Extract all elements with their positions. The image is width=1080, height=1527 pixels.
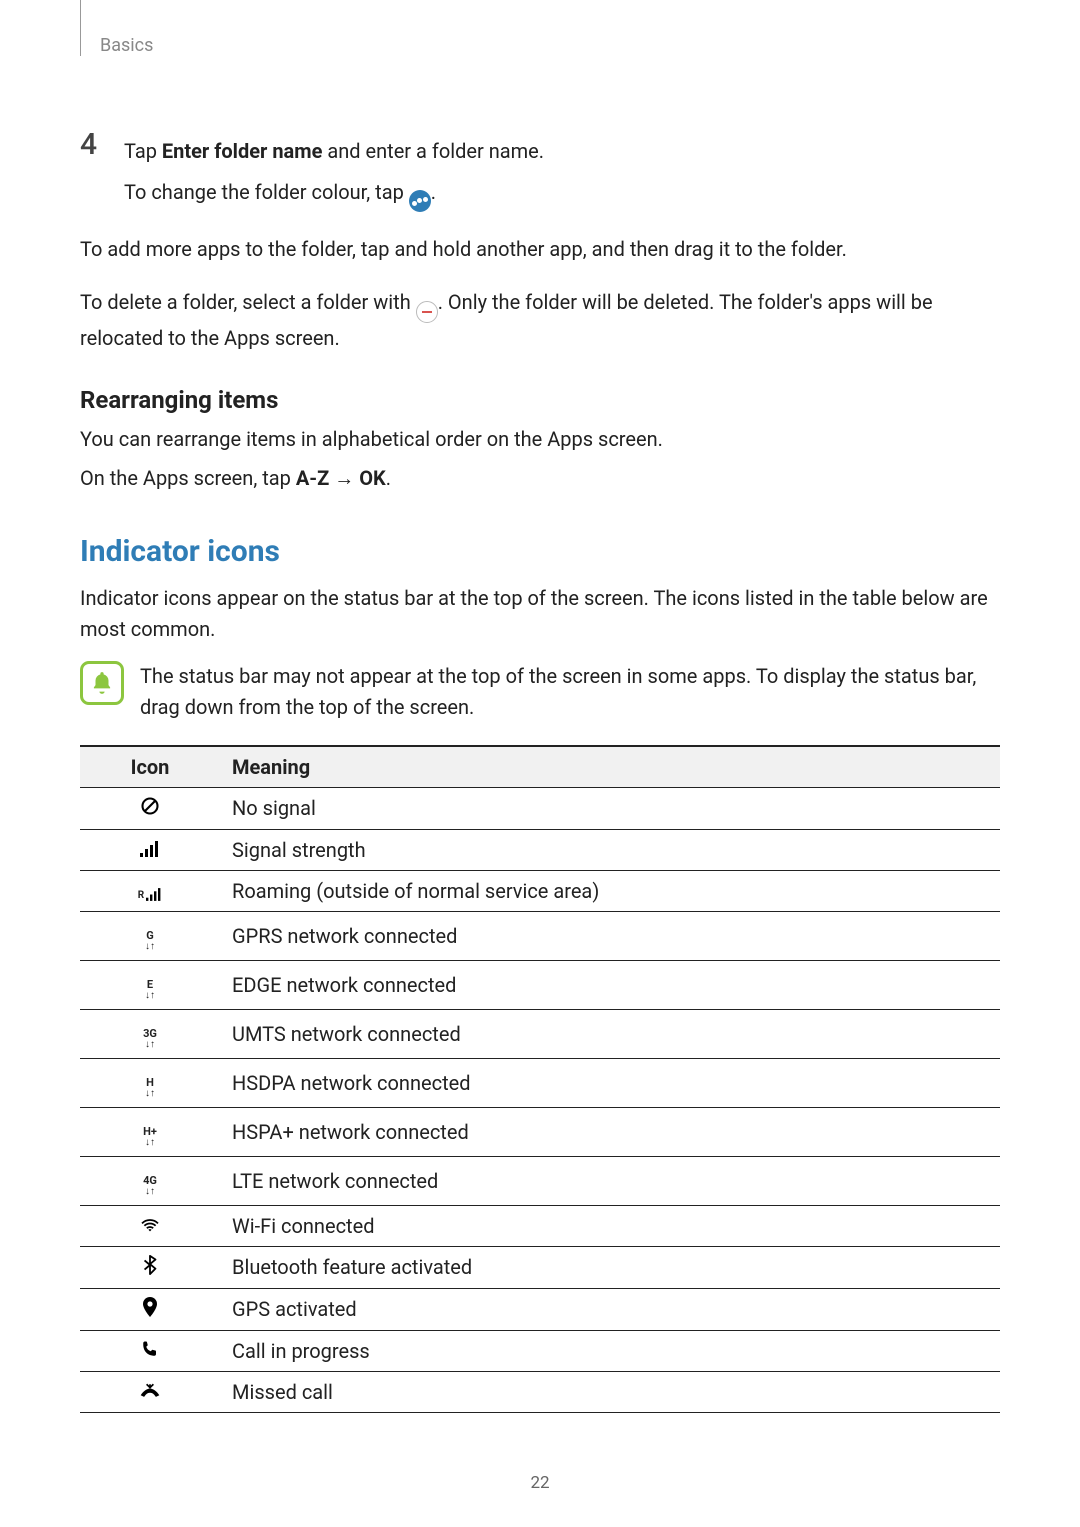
table-row: H↓↑HSDPA network connected: [80, 1058, 1000, 1107]
table-row: H+↓↑HSPA+ network connected: [80, 1107, 1000, 1156]
table-row: GPS activated: [80, 1288, 1000, 1330]
meaning-cell: Signal strength: [220, 829, 1000, 870]
status-icon-bluetooth: [80, 1246, 220, 1288]
meaning-cell: Bluetooth feature activated: [220, 1246, 1000, 1288]
step1-bold: Enter folder name: [162, 139, 322, 163]
th-meaning: Meaning: [220, 746, 1000, 788]
r-p2-arrow: →: [329, 466, 359, 490]
note-box: The status bar may not appear at the top…: [80, 661, 1000, 723]
indicator-table: Icon Meaning No signalSignal strengthRRo…: [80, 745, 1000, 1413]
delete-pre: To delete a folder, select a folder with: [80, 290, 416, 314]
table-row: Missed call: [80, 1371, 1000, 1412]
meaning-cell: UMTS network connected: [220, 1009, 1000, 1058]
meaning-cell: GPRS network connected: [220, 911, 1000, 960]
table-row: G↓↑GPRS network connected: [80, 911, 1000, 960]
note-bell-icon: [80, 661, 124, 705]
section-header: Basics: [100, 35, 153, 56]
status-icon-net-H: H↓↑: [80, 1058, 220, 1107]
header-rule: [80, 0, 84, 56]
status-icon-missed: [80, 1371, 220, 1412]
status-icon-net-G: G↓↑: [80, 911, 220, 960]
rearranging-p1: You can rearrange items in alphabetical …: [80, 424, 1000, 455]
heading-indicator-icons: Indicator icons: [80, 534, 1000, 569]
table-row: Bluetooth feature activated: [80, 1246, 1000, 1288]
step-line-1: Tap Enter folder name and enter a folder…: [124, 136, 1000, 167]
table-row: Wi-Fi connected: [80, 1205, 1000, 1246]
r-p2-pre: On the Apps screen, tap: [80, 466, 296, 490]
status-icon-no-signal: [80, 787, 220, 829]
step2-pre: To change the folder colour, tap: [124, 180, 409, 204]
note-text: The status bar may not appear at the top…: [140, 661, 1000, 723]
heading-rearranging: Rearranging items: [80, 386, 1000, 414]
table-row: Signal strength: [80, 829, 1000, 870]
meaning-cell: HSPA+ network connected: [220, 1107, 1000, 1156]
indicator-intro: Indicator icons appear on the status bar…: [80, 583, 1000, 645]
meaning-cell: Missed call: [220, 1371, 1000, 1412]
minus-icon: [416, 301, 438, 323]
status-icon-signal: [80, 829, 220, 870]
th-icon: Icon: [80, 746, 220, 788]
meaning-cell: GPS activated: [220, 1288, 1000, 1330]
r-p2-b2: OK: [359, 466, 386, 490]
table-row: RRoaming (outside of normal service area…: [80, 870, 1000, 911]
meaning-cell: LTE network connected: [220, 1156, 1000, 1205]
table-row: E↓↑EDGE network connected: [80, 960, 1000, 1009]
status-icon-net-E: E↓↑: [80, 960, 220, 1009]
meaning-cell: Wi-Fi connected: [220, 1205, 1000, 1246]
step1-pre: Tap: [124, 139, 162, 163]
palette-icon: [409, 190, 431, 212]
meaning-cell: Roaming (outside of normal service area): [220, 870, 1000, 911]
meaning-cell: HSDPA network connected: [220, 1058, 1000, 1107]
step2-post: .: [431, 180, 436, 204]
status-icon-roaming: R: [80, 870, 220, 911]
status-icon-net-H+: H+↓↑: [80, 1107, 220, 1156]
page-number: 22: [0, 1473, 1080, 1493]
table-row: 3G↓↑UMTS network connected: [80, 1009, 1000, 1058]
status-icon-net-3G: 3G↓↑: [80, 1009, 220, 1058]
status-icon-gps: [80, 1288, 220, 1330]
step1-post: and enter a folder name.: [322, 139, 544, 163]
step-number: 4: [80, 130, 124, 160]
para-add-apps: To add more apps to the folder, tap and …: [80, 234, 1000, 265]
step-4: 4 Tap Enter folder name and enter a fold…: [80, 130, 1000, 212]
step-line-2: To change the folder colour, tap .: [124, 177, 1000, 212]
status-icon-wifi: [80, 1205, 220, 1246]
para-delete-folder: To delete a folder, select a folder with…: [80, 287, 1000, 354]
status-icon-call: [80, 1330, 220, 1371]
table-row: Call in progress: [80, 1330, 1000, 1371]
meaning-cell: No signal: [220, 787, 1000, 829]
table-row: 4G↓↑LTE network connected: [80, 1156, 1000, 1205]
table-row: No signal: [80, 787, 1000, 829]
status-icon-net-4G: 4G↓↑: [80, 1156, 220, 1205]
r-p2-post: .: [386, 466, 391, 490]
meaning-cell: Call in progress: [220, 1330, 1000, 1371]
r-p2-b1: A-Z: [296, 466, 329, 490]
rearranging-p2: On the Apps screen, tap A-Z → OK.: [80, 463, 1000, 494]
meaning-cell: EDGE network connected: [220, 960, 1000, 1009]
